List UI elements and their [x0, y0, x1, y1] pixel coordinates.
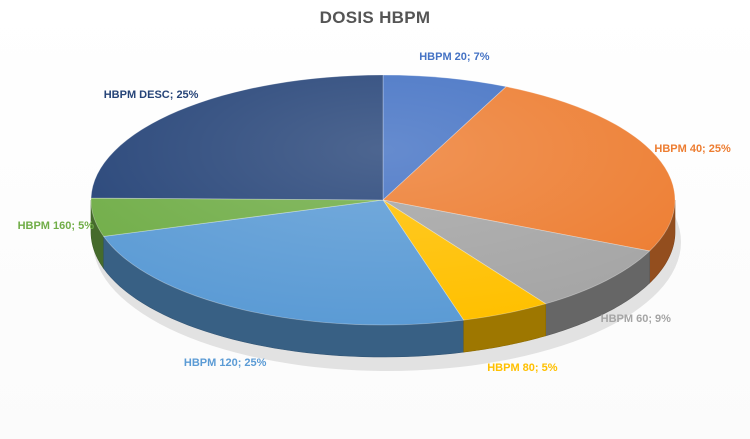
data-label-hbpm-160: HBPM 160; 5%	[17, 219, 95, 232]
data-label-hbpm-80: HBPM 80; 5%	[487, 361, 558, 374]
data-label-hbpm-20: HBPM 20; 7%	[419, 50, 490, 63]
data-label-hbpm-60: HBPM 60; 9%	[600, 313, 671, 326]
data-label-hbpm-desc: HBPM DESC; 25%	[103, 89, 199, 102]
data-label-hbpm-40: HBPM 40; 25%	[654, 142, 731, 155]
data-label-hbpm-120: HBPM 120; 25%	[183, 356, 267, 369]
chart-title: DOSIS HBPM	[319, 8, 431, 27]
